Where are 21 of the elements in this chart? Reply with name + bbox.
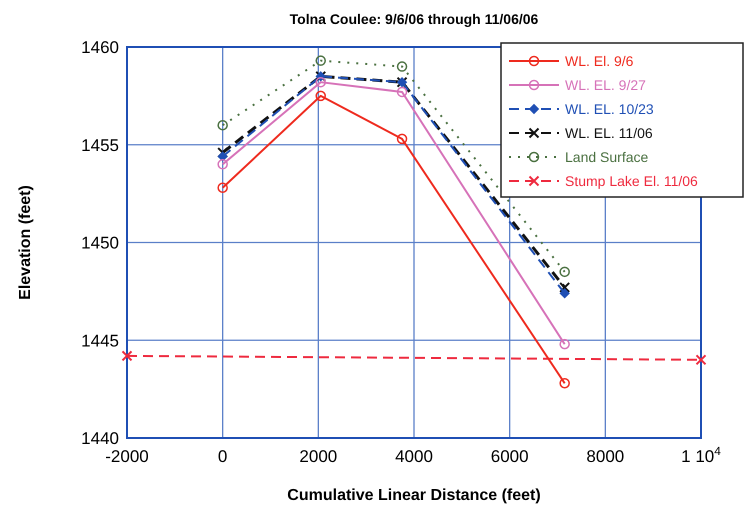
x-tick-label: 4000	[395, 447, 433, 466]
legend-label: WL. El. 9/6	[565, 53, 634, 69]
y-tick-label: 1445	[81, 331, 119, 350]
y-tick-label: 1460	[81, 38, 119, 57]
x-tick-label: 0	[218, 447, 228, 466]
x-tick-label: 2000	[299, 447, 338, 466]
legend-label: WL. EL. 11/06	[565, 125, 653, 141]
chart-title: Tolna Coulee: 9/6/06 through 11/06/06	[290, 11, 539, 27]
y-axis-title: Elevation (feet)	[17, 185, 34, 300]
legend-label: WL. EL. 10/23	[565, 101, 654, 117]
legend-label: Land Surface	[565, 149, 648, 165]
x-tick-label: -2000	[105, 447, 149, 466]
y-tick-label: 1440	[81, 429, 119, 448]
y-tick-label: 1455	[81, 136, 119, 155]
x-tick-label: 1 10$^{4}$	[681, 444, 722, 466]
x-tick-label: 6000	[490, 447, 529, 466]
x-axis-title: Cumulative Linear Distance (feet)	[287, 487, 541, 504]
legend-label: Stump Lake El. 11/06	[565, 173, 698, 189]
y-tick-label: 1450	[81, 234, 119, 252]
x-tick-label: 8000	[586, 447, 624, 466]
legend-label: WL. EL. 9/27	[565, 77, 646, 93]
